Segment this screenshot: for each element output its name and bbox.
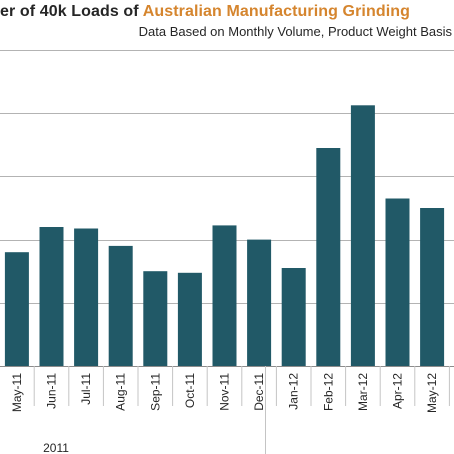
group-label-2011: 2011 [43, 441, 69, 454]
bar-Aug-11 [108, 245, 133, 366]
x-tick-label-Jan-12: Jan-12 [287, 373, 301, 410]
x-tick-label-Nov-11: Nov-11 [218, 373, 232, 411]
bar-Jul-11 [74, 228, 99, 366]
bar-Oct-11 [177, 272, 202, 366]
bar-Feb-12 [316, 148, 341, 366]
x-tick-label-Mar-12: Mar-12 [356, 373, 370, 411]
bar-Nov-11 [212, 225, 237, 366]
x-tick-label-Dec-11: Dec-11 [252, 373, 266, 411]
x-tick-label-Feb-12: Feb-12 [321, 373, 335, 411]
chart-title-prefix: er of 40k Loads of [0, 3, 143, 20]
bar-May-11 [4, 252, 29, 366]
x-tick-label-Apr-12: Apr-12 [391, 373, 405, 409]
x-tick-label-Jun-11: Jun-11 [45, 373, 59, 409]
bar-Apr-12 [385, 198, 410, 366]
chart-title-accent: Australian Manufacturing Grinding [142, 3, 410, 20]
bar-Jun-11 [39, 227, 64, 366]
bar-Dec-11 [247, 239, 272, 366]
bar-Jan-12 [281, 268, 306, 366]
x-tick-label-Oct-11: Oct-11 [183, 373, 197, 408]
x-tick-label-Jul-11: Jul-11 [79, 373, 93, 405]
bar-May-12 [420, 208, 445, 366]
chart-title: er of 40k Loads of Australian Manufactur… [0, 3, 410, 21]
chart-subtitle: Data Based on Monthly Volume, Product We… [138, 24, 452, 39]
x-tick-label-Sep-11: Sep-11 [148, 373, 162, 411]
x-tick-label-May-12: May-12 [425, 373, 439, 413]
bar-Sep-11 [143, 271, 168, 366]
x-tick-label-May-11: May-11 [10, 373, 24, 412]
x-tick-label-Aug-11: Aug-11 [114, 373, 128, 411]
bar-Mar-12 [350, 105, 375, 367]
